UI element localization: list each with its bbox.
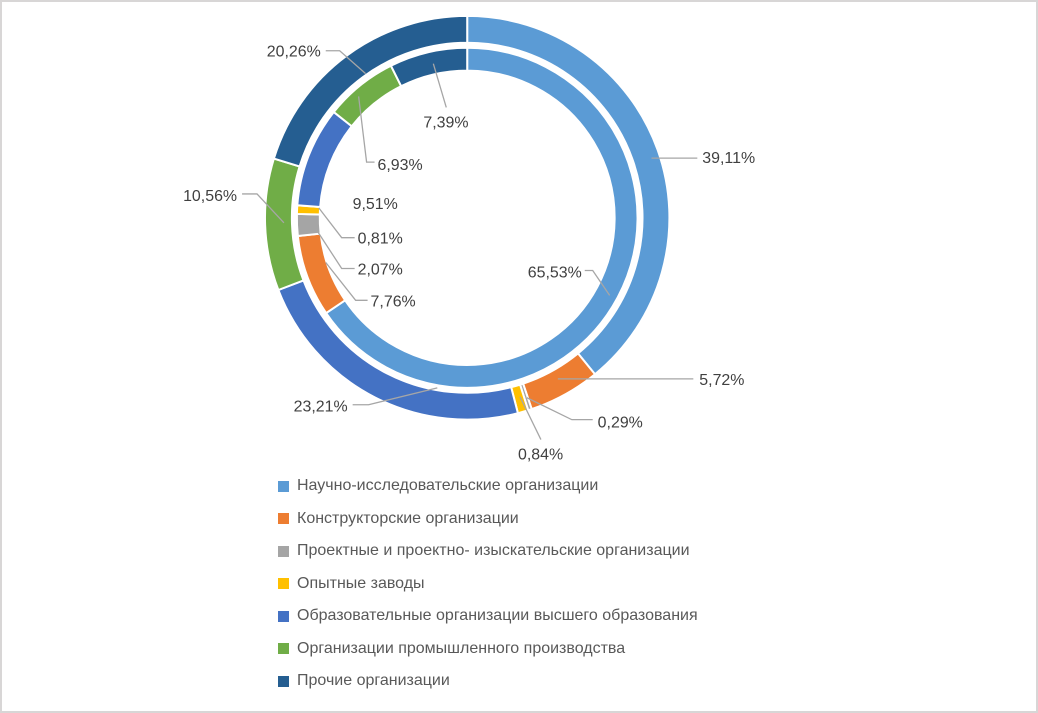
label-leader-line	[242, 193, 285, 224]
donut-slice-inner-ring-2	[295, 212, 322, 238]
data-label-outer-ring-0: 39,11%	[702, 150, 755, 167]
legend-label: Опытные заводы	[297, 574, 425, 592]
data-label-outer-ring-1: 5,72%	[699, 372, 744, 389]
legend-item-3: Опытные заводы	[278, 574, 698, 594]
legend-swatch-icon	[278, 610, 289, 622]
data-label-outer-ring-6: 20,26%	[267, 44, 321, 61]
data-label-outer-ring-2: 0,29%	[598, 415, 643, 432]
legend-item-0: Научно-исследовательские организации	[278, 476, 698, 496]
legend-item-2: Проектные и проектно- изыскательские орг…	[278, 541, 698, 561]
data-label-inner-ring-0: 65,53%	[528, 264, 582, 281]
legend-label: Научно-исследовательские организации	[297, 477, 599, 494]
data-label-inner-ring-6: 7,39%	[423, 114, 468, 131]
donut-slice-inner-ring-6	[389, 46, 469, 88]
legend-label: Прочие организации	[297, 672, 450, 689]
data-label-inner-ring-5: 6,93%	[378, 157, 423, 174]
legend-item-5: Организации промышленного производства	[278, 639, 698, 659]
data-label-outer-ring-3: 0,84%	[518, 446, 563, 463]
legend-item-6: Прочие организации	[278, 671, 698, 691]
label-leader-line	[526, 397, 593, 421]
donut-slice-outer-ring-6	[272, 14, 469, 168]
legend-swatch-icon	[278, 643, 289, 654]
label-leader-line	[352, 387, 438, 406]
legend-item-4: Образовательные организации высшего обра…	[278, 606, 698, 626]
legend-swatch-icon	[278, 480, 289, 492]
legend-swatch-icon	[278, 545, 289, 557]
legend-label: Организации промышленного производства	[297, 639, 626, 657]
data-label-outer-ring-5: 10,56%	[183, 188, 237, 205]
legend-item-1: Конструкторские организации	[278, 509, 698, 529]
legend-label: Проектные и проектно- изыскательские орг…	[297, 542, 690, 559]
label-leader-line	[318, 207, 355, 239]
data-label-inner-ring-2: 2,07%	[358, 261, 403, 278]
data-label-inner-ring-1: 7,76%	[371, 293, 416, 310]
chart-legend: Научно-исследовательские организации Конс…	[278, 476, 698, 704]
legend-swatch-icon	[278, 675, 289, 687]
label-leader-line	[357, 96, 375, 163]
legend-swatch-icon	[278, 578, 289, 589]
data-label-inner-ring-3: 0,81%	[358, 231, 403, 248]
legend-label: Образовательные организации высшего обра…	[297, 607, 698, 624]
label-leader-line	[325, 50, 367, 75]
data-label-outer-ring-4: 23,21%	[294, 399, 348, 416]
label-leader-line	[325, 262, 368, 301]
legend-swatch-icon	[278, 513, 289, 524]
data-label-inner-ring-4: 9,51%	[353, 196, 398, 213]
legend-label: Конструкторские организации	[297, 509, 519, 527]
label-leader-line	[584, 269, 611, 296]
label-leader-line	[315, 228, 355, 270]
label-leader-line	[432, 63, 447, 108]
label-leader-line	[519, 396, 542, 440]
donut-slice-inner-ring-0	[324, 46, 639, 389]
